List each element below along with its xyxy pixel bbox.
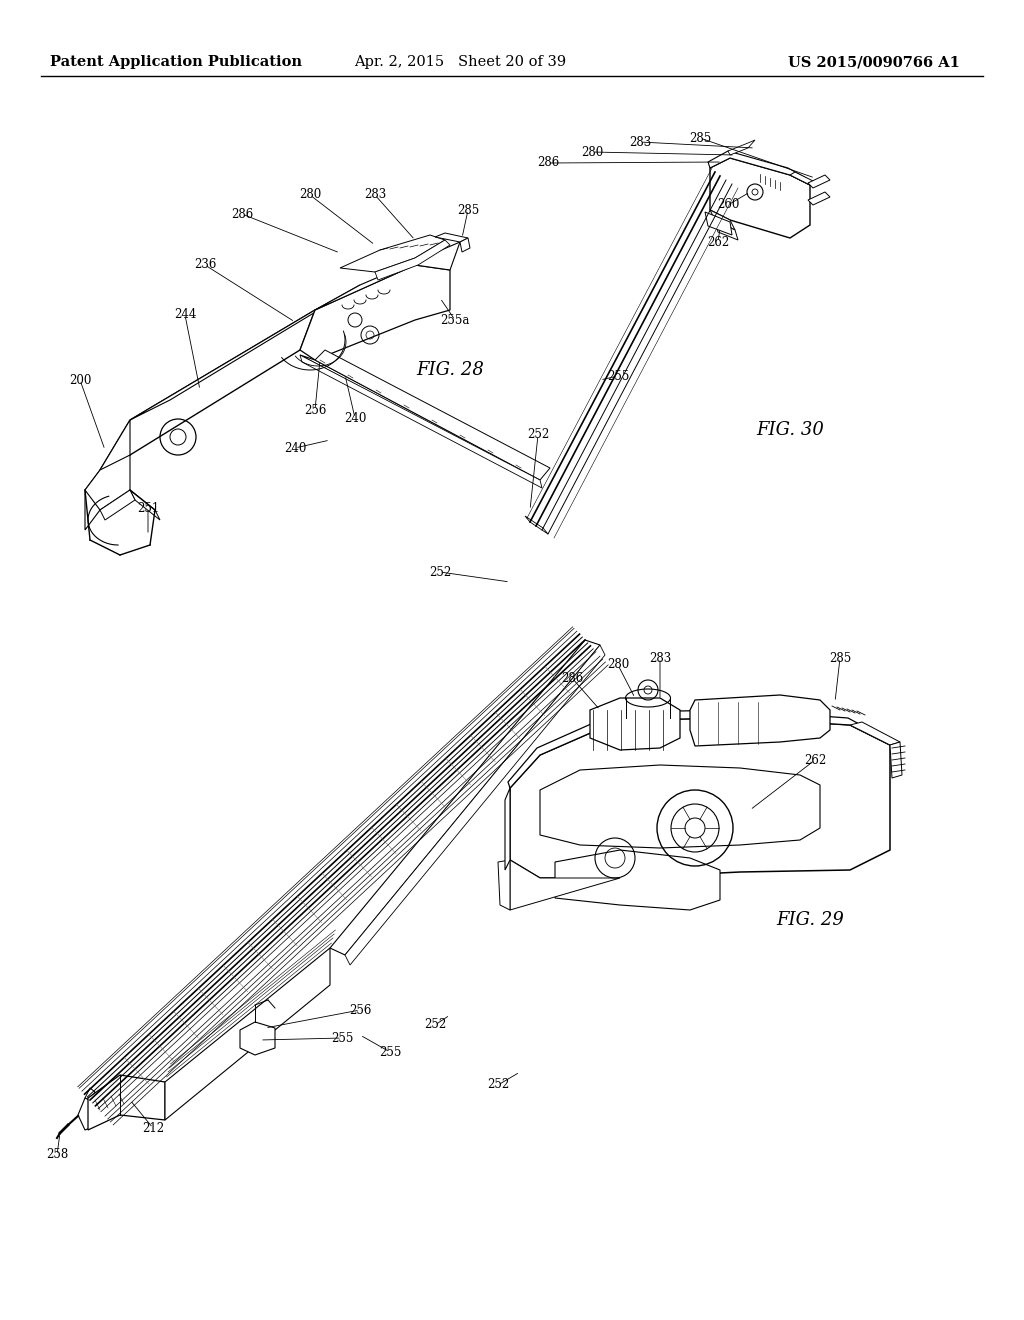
Polygon shape xyxy=(525,516,548,535)
Text: 252: 252 xyxy=(424,1019,446,1031)
Text: 285: 285 xyxy=(828,652,851,664)
Polygon shape xyxy=(240,1022,275,1055)
Polygon shape xyxy=(705,213,732,235)
Text: 255a: 255a xyxy=(440,314,470,326)
Text: FIG. 28: FIG. 28 xyxy=(416,360,484,379)
Text: 283: 283 xyxy=(649,652,671,664)
Text: 286: 286 xyxy=(561,672,583,685)
Polygon shape xyxy=(690,696,830,746)
Text: 252: 252 xyxy=(429,565,452,578)
Text: 280: 280 xyxy=(299,189,322,202)
Polygon shape xyxy=(790,172,815,185)
Polygon shape xyxy=(890,742,902,777)
Text: US 2015/0090766 A1: US 2015/0090766 A1 xyxy=(788,55,961,69)
Polygon shape xyxy=(508,710,890,788)
Polygon shape xyxy=(710,210,735,230)
Text: 255: 255 xyxy=(379,1045,401,1059)
Polygon shape xyxy=(808,176,830,187)
Text: Patent Application Publication: Patent Application Publication xyxy=(50,55,302,69)
Text: 255: 255 xyxy=(607,370,629,383)
Polygon shape xyxy=(850,722,900,744)
Text: 251: 251 xyxy=(137,502,159,515)
Polygon shape xyxy=(510,718,890,878)
Polygon shape xyxy=(85,455,130,510)
Text: 286: 286 xyxy=(230,207,253,220)
Polygon shape xyxy=(165,948,330,1119)
Text: 285: 285 xyxy=(457,203,479,216)
Text: FIG. 29: FIG. 29 xyxy=(776,911,844,929)
Text: 262: 262 xyxy=(707,235,729,248)
Text: 240: 240 xyxy=(344,412,367,425)
Text: 258: 258 xyxy=(46,1148,69,1162)
Polygon shape xyxy=(375,240,450,280)
Polygon shape xyxy=(100,490,135,520)
Polygon shape xyxy=(555,850,720,909)
Polygon shape xyxy=(345,645,605,965)
Polygon shape xyxy=(460,238,470,252)
Polygon shape xyxy=(710,158,810,238)
Polygon shape xyxy=(505,788,510,870)
Polygon shape xyxy=(130,490,160,520)
Polygon shape xyxy=(590,698,680,750)
Text: 255: 255 xyxy=(331,1031,353,1044)
Polygon shape xyxy=(85,470,100,531)
Text: Apr. 2, 2015   Sheet 20 of 39: Apr. 2, 2015 Sheet 20 of 39 xyxy=(354,55,566,69)
Polygon shape xyxy=(300,355,540,480)
Polygon shape xyxy=(78,1098,90,1130)
Polygon shape xyxy=(315,350,550,480)
Text: 280: 280 xyxy=(607,659,629,672)
Text: 262: 262 xyxy=(804,754,826,767)
Text: 212: 212 xyxy=(142,1122,164,1134)
Polygon shape xyxy=(85,1088,95,1100)
Text: FIG. 30: FIG. 30 xyxy=(756,421,824,440)
Polygon shape xyxy=(100,420,130,490)
Polygon shape xyxy=(300,265,450,360)
Text: 236: 236 xyxy=(194,259,216,272)
Polygon shape xyxy=(435,234,468,242)
Polygon shape xyxy=(708,150,810,185)
Text: 260: 260 xyxy=(717,198,739,211)
Polygon shape xyxy=(88,1074,165,1130)
Text: 252: 252 xyxy=(527,429,549,441)
Text: 200: 200 xyxy=(69,374,91,387)
Polygon shape xyxy=(100,310,315,470)
Polygon shape xyxy=(330,640,600,954)
Text: 252: 252 xyxy=(486,1078,509,1092)
Polygon shape xyxy=(300,355,542,488)
Polygon shape xyxy=(130,285,360,420)
Polygon shape xyxy=(728,140,755,154)
Text: 280: 280 xyxy=(581,145,603,158)
Polygon shape xyxy=(808,191,830,205)
Polygon shape xyxy=(315,242,460,310)
Text: 244: 244 xyxy=(174,309,197,322)
Text: 283: 283 xyxy=(364,189,386,202)
Polygon shape xyxy=(715,220,738,240)
Polygon shape xyxy=(340,235,445,272)
Text: 240: 240 xyxy=(284,441,306,454)
Polygon shape xyxy=(540,766,820,847)
Text: 285: 285 xyxy=(689,132,711,144)
Polygon shape xyxy=(510,861,620,909)
Text: 256: 256 xyxy=(349,1003,371,1016)
Text: 256: 256 xyxy=(304,404,327,417)
Text: 286: 286 xyxy=(537,157,559,169)
Polygon shape xyxy=(498,861,510,909)
Text: 283: 283 xyxy=(629,136,651,149)
